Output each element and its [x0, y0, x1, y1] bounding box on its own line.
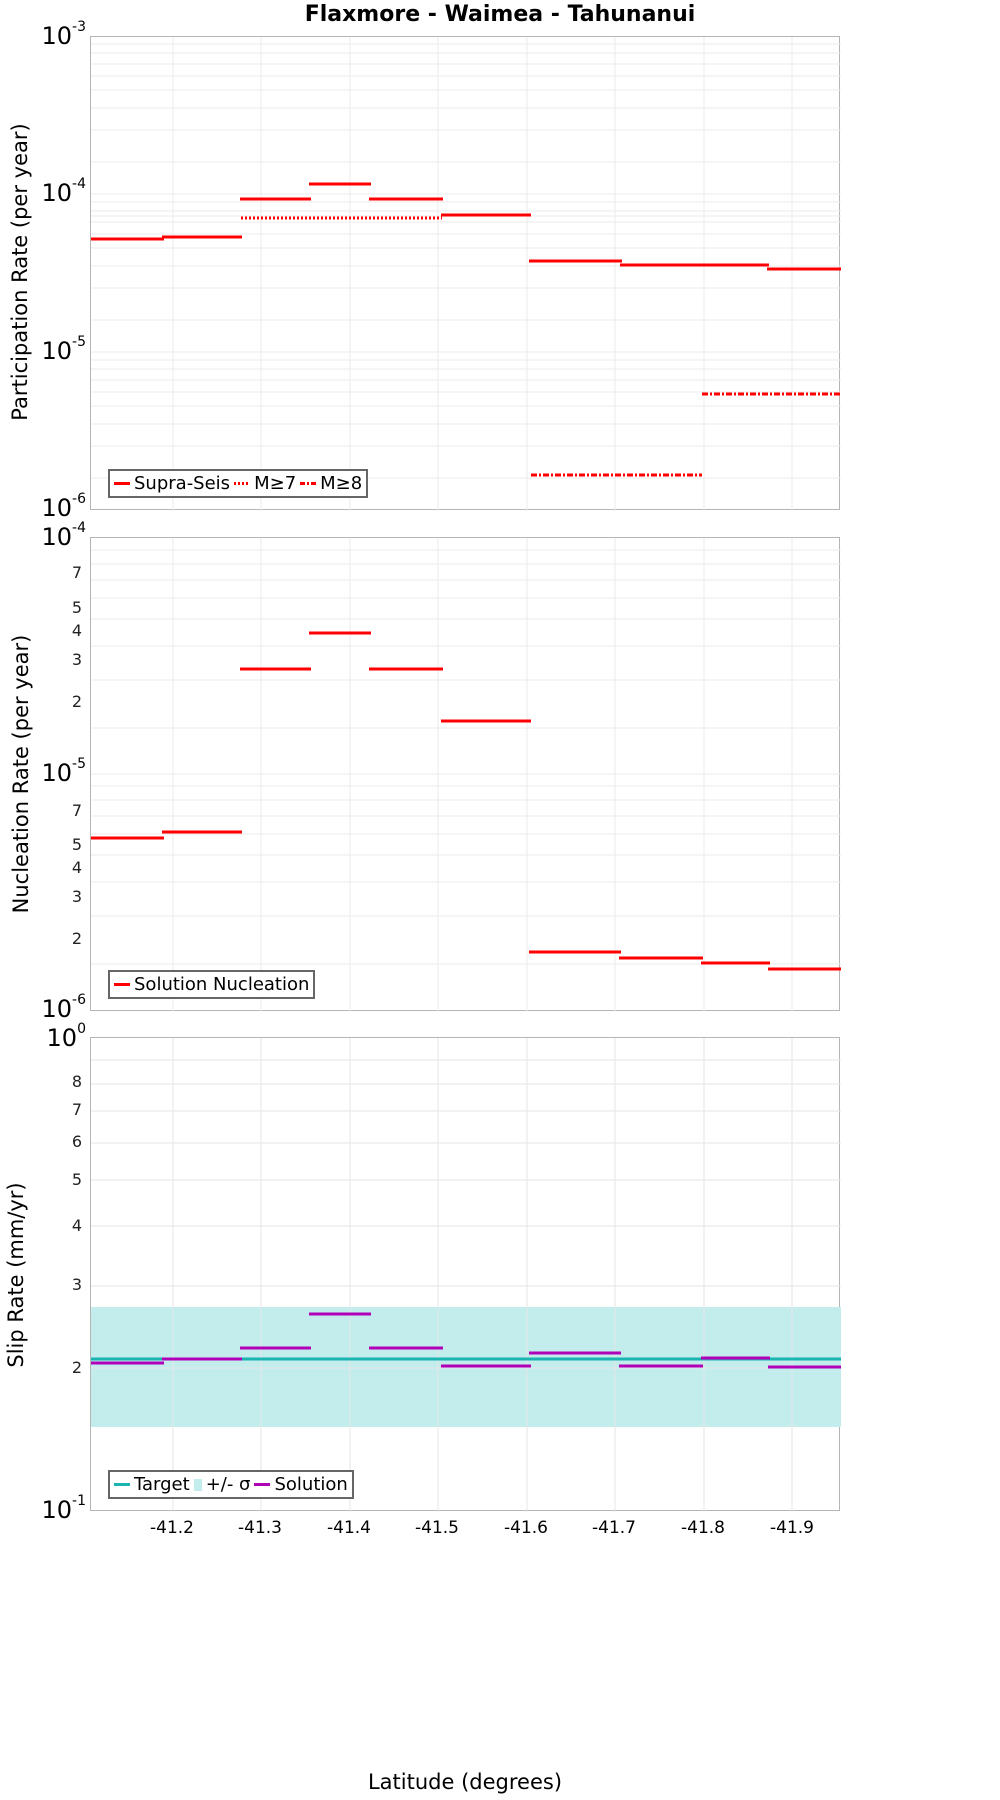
grid [91, 1038, 841, 1512]
ytick-minor: 2 [71, 692, 82, 711]
xtick: -41.7 [592, 1518, 636, 1538]
ytick-minor: 8 [71, 1072, 82, 1091]
legend-label: Supra-Seis [134, 473, 231, 494]
grid [91, 37, 841, 511]
ytick-minor: 3 [71, 1275, 82, 1294]
slip-plot-svg [91, 1038, 841, 1512]
ytick-minor: 2 [71, 929, 82, 948]
legend-dotted-swatch [234, 482, 251, 485]
participation-plot-svg [91, 37, 841, 511]
m8-series [531, 392, 841, 477]
x-axis-label: Latitude (degrees) [367, 1770, 563, 1794]
participation-legend: Supra-Seis M≥7 M≥8 [108, 469, 369, 498]
ytick-major: 10-5 [41, 756, 86, 787]
ytick-minor: 2 [71, 1358, 82, 1377]
ytick-minor: 6 [71, 1132, 82, 1151]
legend-label: +/- σ [205, 1474, 251, 1495]
legend-solution-swatch [254, 1483, 271, 1486]
participation-ylabel: Participation Rate (per year) [8, 123, 32, 421]
legend-label: Target [134, 1474, 190, 1495]
legend-solid-swatch [114, 482, 130, 485]
ytick-minor: 4 [71, 1216, 82, 1235]
ytick-major: 10-3 [41, 19, 86, 50]
ytick-major: 10-4 [41, 520, 86, 551]
legend-solid-swatch [114, 983, 130, 986]
slip-ylabel: Slip Rate (mm/yr) [4, 1182, 28, 1368]
ytick-major: 10-6 [41, 491, 86, 522]
nucleation-plot-svg [91, 538, 841, 1012]
participation-plot: Supra-Seis M≥7 M≥8 [90, 36, 841, 511]
ytick-major: 10-5 [41, 334, 86, 365]
supra-seis-series [91, 182, 841, 271]
ytick-minor: 5 [71, 835, 82, 854]
ytick-major: 10-1 [41, 1493, 86, 1524]
xtick: -41.8 [681, 1518, 725, 1538]
legend-sigma-swatch [193, 1478, 202, 1491]
slip-legend: Target +/- σ Solution [108, 1470, 354, 1499]
legend-label: Solution [274, 1474, 348, 1495]
legend-target-swatch [114, 1483, 130, 1486]
ytick-minor: 3 [71, 887, 82, 906]
nucleation-legend: Solution Nucleation [108, 970, 316, 999]
ytick-minor: 4 [71, 621, 82, 640]
legend-label: M≥7 [254, 473, 297, 494]
nucleation-plot: Solution Nucleation [90, 537, 841, 1012]
xtick: -41.5 [415, 1518, 459, 1538]
ytick-major: 10-6 [41, 992, 86, 1023]
chart-title: Flaxmore - Waimea - Tahunanui [304, 2, 696, 27]
legend-dashdot-swatch [300, 482, 317, 485]
solution-series [91, 1312, 841, 1369]
legend-label: M≥8 [320, 473, 363, 494]
xtick: -41.4 [327, 1518, 371, 1538]
ytick-minor: 7 [71, 563, 82, 582]
ytick-minor: 3 [71, 650, 82, 669]
slip-plot: Target +/- σ Solution [90, 1037, 841, 1512]
ytick-major: 10-4 [41, 176, 86, 207]
ytick-major: 100 [46, 1021, 86, 1052]
ytick-minor: 7 [71, 801, 82, 820]
ytick-minor: 5 [71, 598, 82, 617]
xtick: -41.2 [150, 1518, 194, 1538]
legend-label: Solution Nucleation [134, 974, 310, 995]
ytick-minor: 4 [71, 858, 82, 877]
xtick: -41.3 [238, 1518, 282, 1538]
grid [91, 538, 841, 1012]
xtick: -41.9 [770, 1518, 814, 1538]
solution-nucleation-series [91, 631, 841, 971]
ytick-minor: 7 [71, 1100, 82, 1119]
ytick-minor: 5 [71, 1170, 82, 1189]
xtick: -41.6 [504, 1518, 548, 1538]
